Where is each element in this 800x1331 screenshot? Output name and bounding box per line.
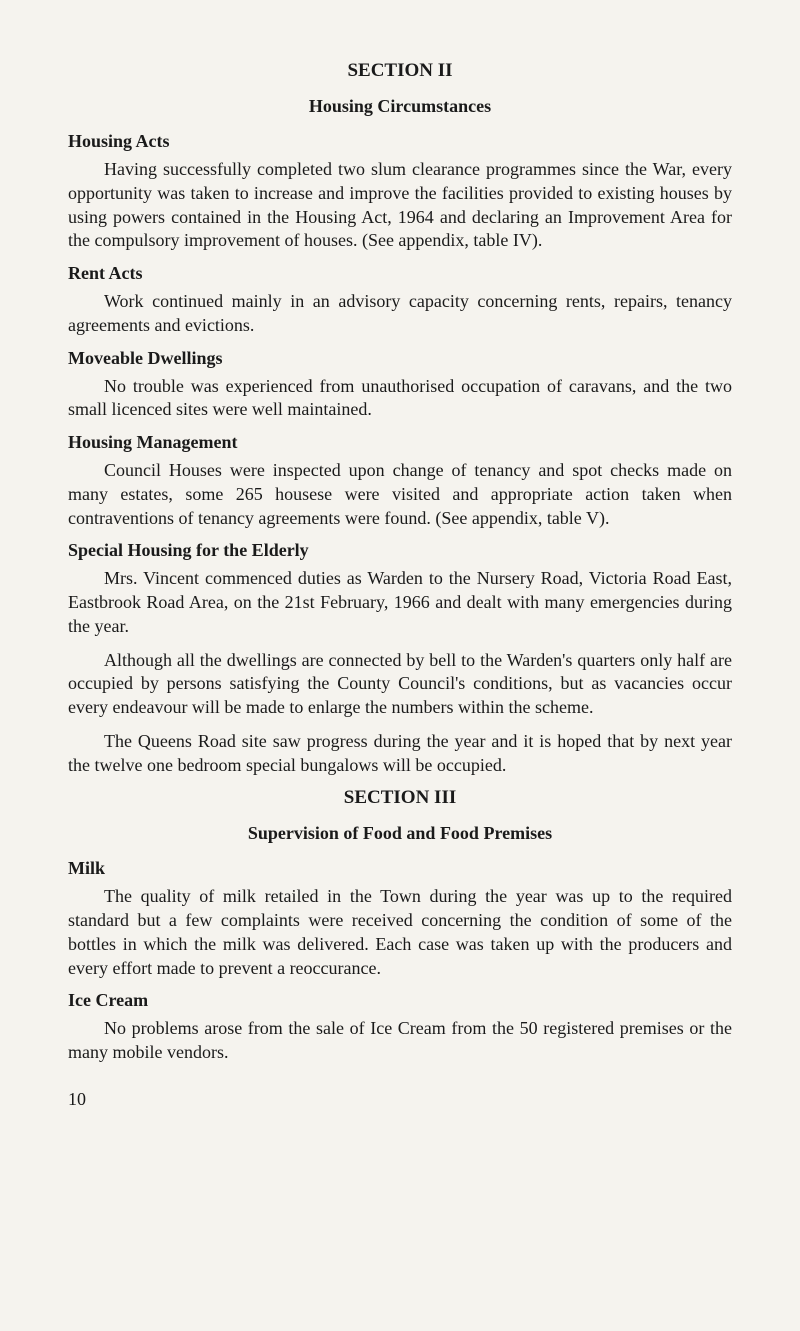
rent-acts-body: Work continued mainly in an advisory cap… — [68, 290, 732, 338]
housing-management-heading: Housing Management — [68, 432, 732, 453]
moveable-dwellings-heading: Moveable Dwellings — [68, 348, 732, 369]
special-housing-p3: The Queens Road site saw progress during… — [68, 730, 732, 778]
section-2-title: SECTION II — [68, 60, 732, 82]
page-number: 10 — [68, 1089, 732, 1110]
moveable-dwellings-body: No trouble was experienced from unauthor… — [68, 375, 732, 423]
section-3-subtitle: Supervision of Food and Food Premises — [68, 823, 732, 844]
ice-cream-heading: Ice Cream — [68, 990, 732, 1011]
section-3-title: SECTION III — [68, 787, 732, 809]
milk-heading: Milk — [68, 858, 732, 879]
special-housing-p2: Although all the dwellings are connected… — [68, 649, 732, 720]
rent-acts-heading: Rent Acts — [68, 263, 732, 284]
section-2-subtitle: Housing Circumstances — [68, 96, 732, 117]
special-housing-p1: Mrs. Vincent commenced duties as Warden … — [68, 567, 732, 638]
housing-management-body: Council Houses were inspected upon chang… — [68, 459, 732, 530]
milk-body: The quality of milk retailed in the Town… — [68, 885, 732, 980]
housing-acts-heading: Housing Acts — [68, 131, 732, 152]
special-housing-heading: Special Housing for the Elderly — [68, 540, 732, 561]
ice-cream-body: No problems arose from the sale of Ice C… — [68, 1017, 732, 1065]
housing-acts-body: Having successfully completed two slum c… — [68, 158, 732, 253]
